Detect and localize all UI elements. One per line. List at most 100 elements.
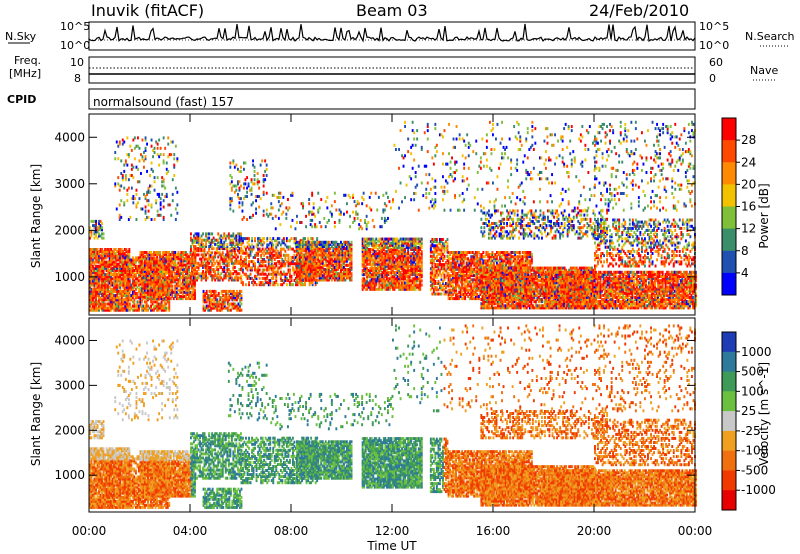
- range-cell: [105, 279, 108, 283]
- range-cell: [125, 258, 128, 262]
- range-cell: [105, 262, 108, 266]
- range-cell: [276, 283, 279, 287]
- range-cell: [290, 274, 293, 278]
- range-cell: [96, 258, 99, 262]
- range-cell: [107, 306, 110, 310]
- range-cell: [95, 264, 97, 268]
- range-cell: [124, 304, 127, 308]
- range-cell: [102, 260, 105, 264]
- range-cell: [136, 306, 139, 310]
- range-cell: [214, 289, 217, 293]
- range-cell: [125, 306, 128, 310]
- range-cell: [110, 296, 113, 300]
- range-cell: [101, 232, 103, 236]
- range-cell: [98, 298, 100, 302]
- range-cell: [116, 300, 119, 304]
- range-cell: [105, 292, 108, 295]
- range-cell: [96, 260, 99, 264]
- range-cell: [105, 254, 108, 258]
- range-cell: [160, 306, 163, 310]
- range-cell: [126, 250, 129, 254]
- range-cell: [136, 308, 139, 312]
- range-cell: [139, 251, 142, 254]
- range-cell: [92, 279, 94, 283]
- range-cell: [99, 269, 102, 272]
- range-cell: [110, 294, 113, 298]
- range-cell: [111, 283, 114, 287]
- range-cell: [127, 306, 130, 310]
- range-cell: [131, 269, 134, 272]
- range-cell: [440, 292, 443, 296]
- range-cell: [139, 300, 142, 304]
- range-cell: [119, 271, 122, 275]
- range-cell: [102, 294, 105, 298]
- range-cell: [110, 264, 113, 268]
- freq-label-1: Freq.: [14, 54, 41, 67]
- range-cell: [93, 248, 96, 251]
- range-cell: [126, 252, 129, 256]
- range-cell: [113, 279, 116, 283]
- range-cell: [95, 298, 97, 302]
- range-cell: [156, 308, 159, 312]
- range-cell: [139, 302, 142, 306]
- range-cell: [114, 289, 117, 293]
- range-cell: [95, 266, 97, 270]
- range-cell: [116, 306, 119, 310]
- range-cell: [126, 302, 129, 306]
- range-cell: [104, 287, 107, 291]
- range-cell: [151, 308, 154, 312]
- range-cell: [117, 306, 120, 310]
- range-cell: [98, 304, 100, 308]
- range-cell: [124, 306, 127, 310]
- range-cell: [96, 289, 99, 293]
- range-cell: [90, 260, 93, 264]
- range-cell: [127, 285, 130, 289]
- range-cell: [99, 248, 102, 251]
- range-cell: [139, 274, 142, 278]
- range-cell: [101, 294, 103, 298]
- range-cell: [113, 264, 116, 268]
- range-cell: [138, 300, 140, 304]
- range-cell: [95, 258, 97, 262]
- range-cell: [139, 259, 142, 263]
- range-cell: [107, 283, 110, 287]
- nsky-strip: 10^5 10^0 10^5 10^0 N.Sky N.Search: [5, 20, 795, 52]
- range-cell: [197, 253, 200, 257]
- range-cell: [104, 289, 107, 293]
- range-cell: [99, 292, 102, 295]
- range-cell: [101, 262, 103, 266]
- range-cell: [92, 254, 94, 258]
- range-cell: [117, 262, 120, 266]
- range-cell: [285, 283, 288, 287]
- range-cell: [110, 248, 113, 251]
- range-cell: [104, 260, 107, 264]
- range-cell: [89, 289, 91, 293]
- range-cell: [98, 219, 100, 223]
- range-cell: [125, 266, 128, 270]
- station-title: Inuvik (fitACF): [91, 1, 204, 20]
- range-cell: [111, 277, 114, 281]
- range-cell: [107, 271, 110, 275]
- range-cell: [105, 283, 108, 287]
- range-cell: [126, 304, 129, 308]
- range-cell: [350, 272, 353, 276]
- range-cell: [114, 264, 117, 268]
- range-cell: [131, 260, 134, 264]
- range-cell: [316, 237, 319, 241]
- range-cell: [108, 296, 111, 300]
- range-cell: [119, 294, 122, 298]
- range-cell: [114, 269, 117, 272]
- range-cell: [131, 262, 134, 266]
- range-cell: [124, 298, 127, 302]
- range-cell: [156, 300, 159, 304]
- range-cell: [252, 245, 255, 249]
- range-cell: [120, 252, 123, 256]
- range-cell: [165, 302, 168, 306]
- range-cell: [105, 266, 108, 270]
- range-cell: [139, 292, 142, 296]
- range-cell: [157, 306, 160, 310]
- range-cell: [150, 306, 152, 310]
- range-cell: [113, 306, 116, 310]
- range-cell: [99, 228, 102, 232]
